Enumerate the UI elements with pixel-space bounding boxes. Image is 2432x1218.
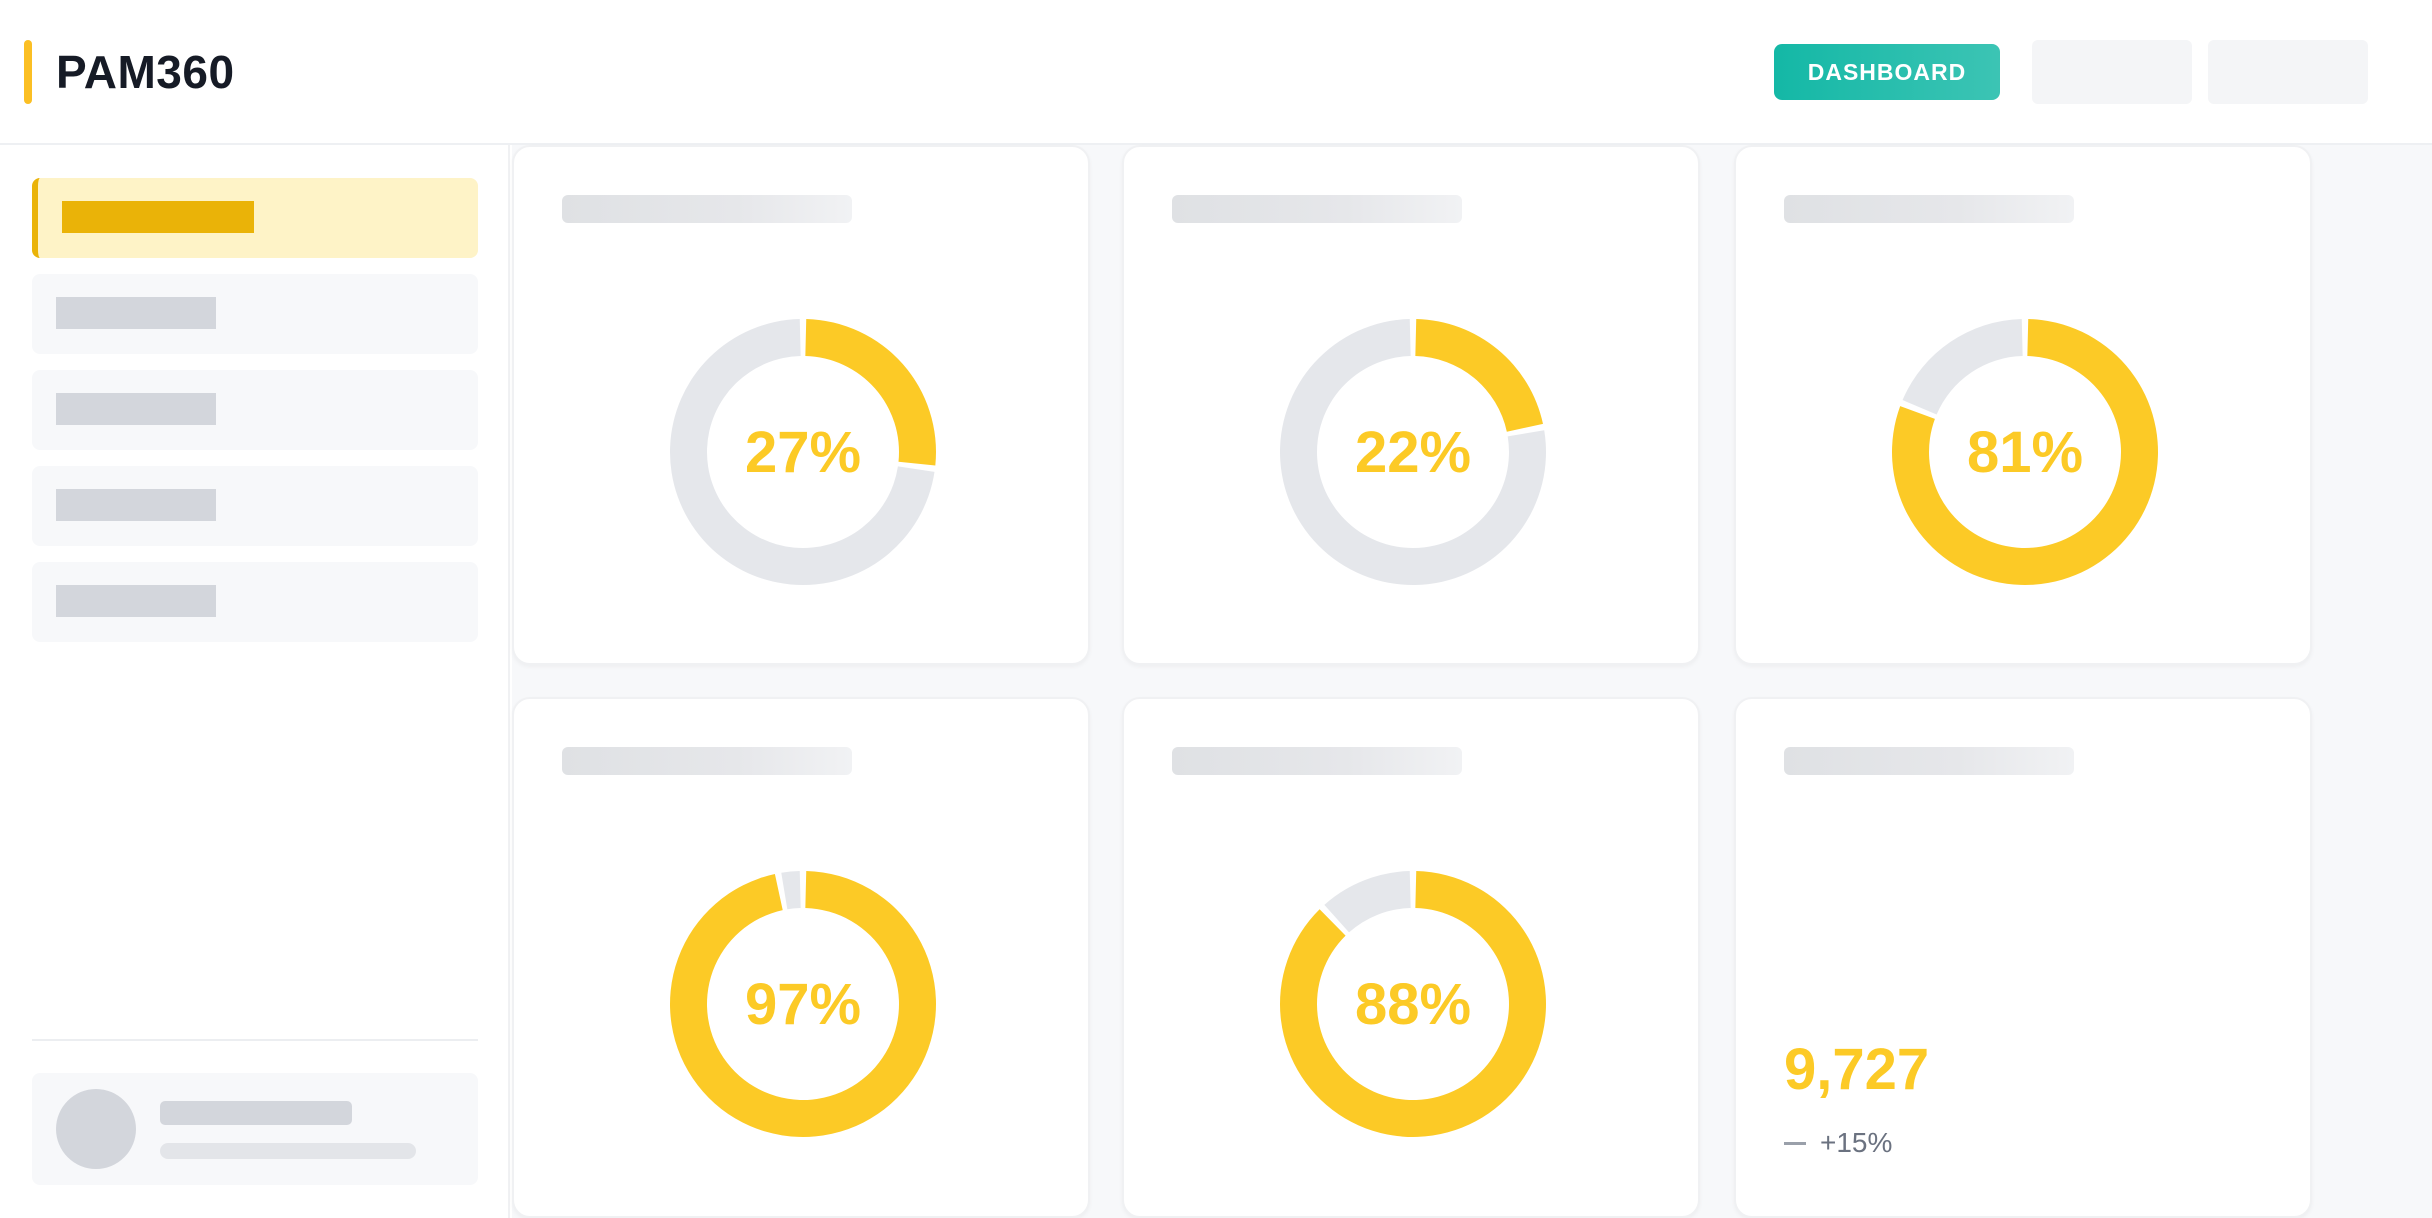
donut-svg <box>670 871 936 1137</box>
sidebar-item-label-placeholder <box>56 297 216 329</box>
donut-chart: 97% <box>663 864 943 1144</box>
card-title-placeholder <box>1172 195 1462 223</box>
donut-percent-label: 97% <box>744 971 862 1037</box>
stat-card: 9,727 +15% <box>1734 697 2312 1218</box>
donut-percent-label: 81% <box>1966 419 2084 485</box>
sidebar-item-label-placeholder <box>62 201 254 233</box>
trend-text: +15% <box>1820 1127 1893 1158</box>
stat-card: 97% <box>512 697 1090 1218</box>
stat-card: 81% <box>1734 145 2312 665</box>
donut-chart: 27% <box>663 312 943 592</box>
sidebar-item-label-placeholder <box>56 585 216 617</box>
donut-remaining-segment <box>1324 871 1411 933</box>
donut-value-segment <box>805 319 936 466</box>
stat-card: 88% <box>1122 697 1700 1218</box>
donut-chart: 88% <box>1273 864 1553 1144</box>
donut-svg <box>1280 871 1546 1137</box>
card-title-placeholder <box>1784 747 2074 775</box>
app-title: PAM360 <box>56 46 235 98</box>
donut-percent-label: 88% <box>1354 971 1472 1037</box>
trend-row: +15% <box>1784 1127 1892 1159</box>
donut-percent-label: 27% <box>744 419 862 485</box>
donut-value-segment <box>1415 319 1543 432</box>
header-placeholder-1[interactable] <box>2032 40 2192 104</box>
avatar[interactable] <box>56 1089 136 1169</box>
header-placeholder-2[interactable] <box>2208 40 2368 104</box>
card-title-placeholder <box>1784 195 2074 223</box>
dashboard-button[interactable]: DASHBOARD <box>1774 44 2000 100</box>
top-header: PAM360 DASHBOARD <box>0 0 2432 145</box>
donut-remaining-segment <box>781 871 801 910</box>
donut-chart: 22% <box>1273 312 1553 592</box>
brand-accent-bar <box>24 40 32 104</box>
user-name-placeholder <box>160 1101 352 1125</box>
main-content: 27% 22% 81% 97% 88% 9,727 <box>512 145 2432 1218</box>
sidebar-item-4[interactable] <box>32 466 478 546</box>
donut-chart: 81% <box>1885 312 2165 592</box>
donut-percent-label: 22% <box>1354 419 1472 485</box>
donut-svg <box>1280 319 1546 585</box>
donut-svg <box>1892 319 2158 585</box>
sidebar-item-label-placeholder <box>56 489 216 521</box>
minus-icon <box>1784 1141 1806 1145</box>
sidebar-item-label-placeholder <box>56 393 216 425</box>
stat-card: 27% <box>512 145 1090 665</box>
sidebar-item-2[interactable] <box>32 274 478 354</box>
sidebar-item-5[interactable] <box>32 562 478 642</box>
card-title-placeholder <box>1172 747 1462 775</box>
sidebar <box>0 145 510 1218</box>
sidebar-item-3[interactable] <box>32 370 478 450</box>
user-role-placeholder <box>160 1143 416 1159</box>
card-title-placeholder <box>562 747 852 775</box>
donut-remaining-segment <box>1902 319 2023 415</box>
user-profile-card[interactable] <box>32 1073 478 1185</box>
stat-value: 9,727 <box>1784 1037 1930 1102</box>
card-title-placeholder <box>562 195 852 223</box>
stat-card: 22% <box>1122 145 1700 665</box>
sidebar-divider <box>32 1039 478 1041</box>
sidebar-item-active[interactable] <box>32 178 478 258</box>
donut-svg <box>670 319 936 585</box>
